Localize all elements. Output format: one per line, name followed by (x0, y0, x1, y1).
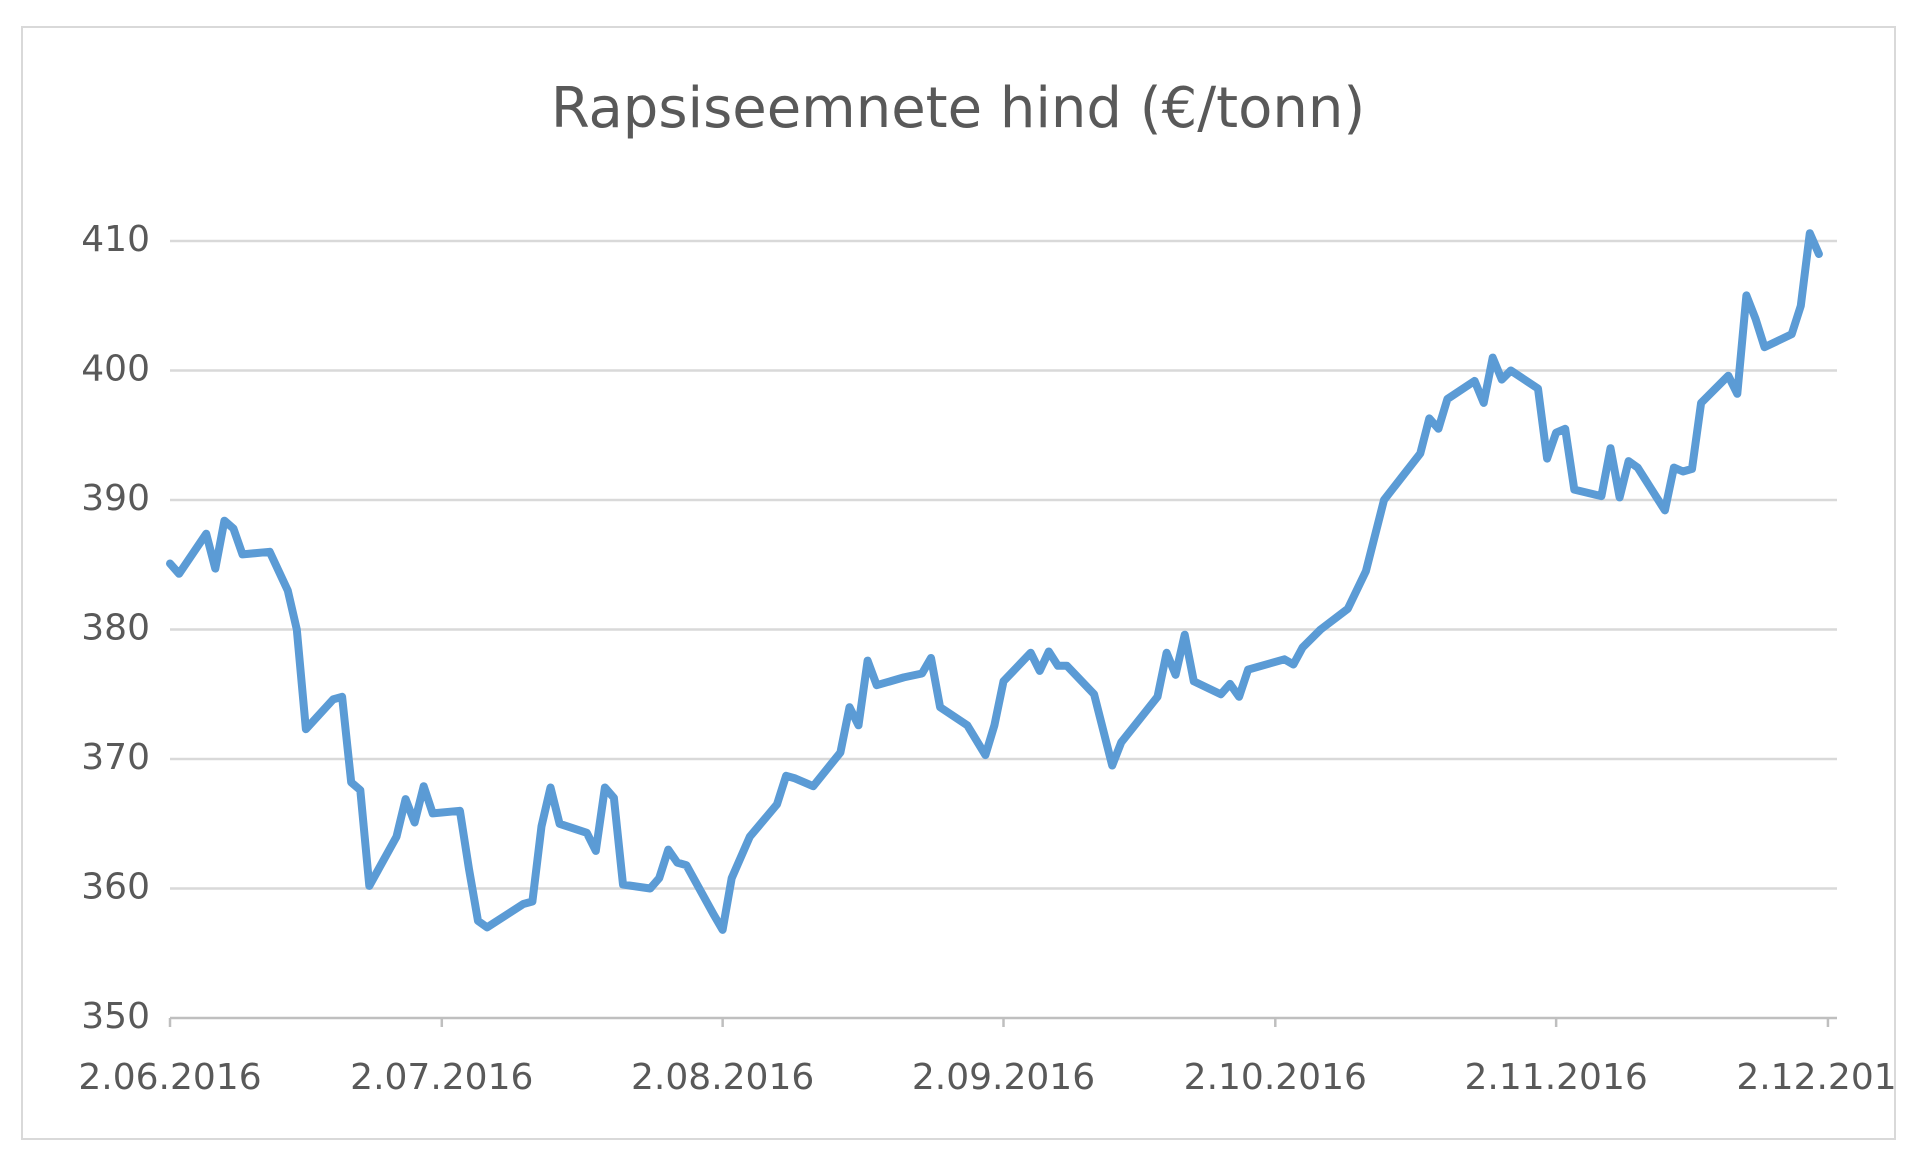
y-tick-label: 380 (81, 608, 150, 649)
y-tick-label: 370 (81, 737, 150, 778)
y-tick-label: 400 (81, 349, 150, 390)
y-tick-label: 390 (81, 478, 150, 519)
x-tick-label: 2.06.2016 (78, 1057, 261, 1098)
chart-frame (21, 26, 1896, 1140)
x-tick-label: 2.10.2016 (1184, 1057, 1367, 1098)
price-line (166, 229, 1823, 934)
x-tick-label: 2.09.2016 (912, 1057, 1095, 1098)
x-tick-label: 2.12.2016 (1736, 1057, 1919, 1098)
chart-title: Rapsiseemnete hind (€/tonn) (551, 76, 1365, 141)
y-tick-label: 350 (81, 996, 150, 1037)
y-tick-label: 410 (81, 219, 150, 260)
x-tick-label: 2.08.2016 (631, 1057, 814, 1098)
plot-area: 350 360 370 380 390 400 410 2.06.2016 2.07.2016 2… (78, 219, 1919, 1098)
x-tick-label: 2.07.2016 (350, 1057, 533, 1098)
y-tick-label: 360 (81, 867, 150, 908)
x-tick-label: 2.11.2016 (1465, 1057, 1648, 1098)
